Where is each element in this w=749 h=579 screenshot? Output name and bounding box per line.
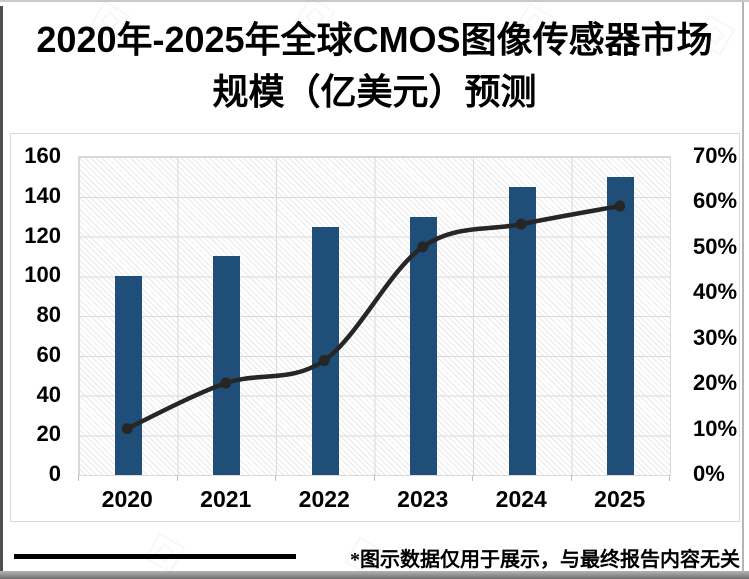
disclaimer-text: *图示数据仅用于展示，与最终报告内容无关 bbox=[350, 549, 740, 571]
chart-title: 2020年-2025年全球CMOS图像传感器市场 规模（亿美元）预测 bbox=[0, 14, 749, 118]
frame-edge-left bbox=[0, 6, 3, 572]
left-axis-tick-20: 20 bbox=[36, 421, 61, 447]
right-axis-tick-70%: 70% bbox=[693, 143, 738, 168]
x-axis-label-2022: 2022 bbox=[298, 486, 350, 512]
data-point-marker-2023 bbox=[417, 241, 429, 253]
x-axis-tick-mark bbox=[472, 475, 473, 481]
x-axis-tick-mark bbox=[373, 475, 375, 481]
data-point-marker-2025 bbox=[614, 200, 626, 212]
right-axis-tick-40%: 40% bbox=[693, 279, 738, 305]
left-axis-tick-160: 160 bbox=[24, 143, 61, 168]
left-axis-tick-60: 60 bbox=[36, 341, 61, 367]
frame-edge-bottom bbox=[0, 571, 749, 579]
bar-2024 bbox=[508, 186, 536, 475]
x-axis-tick-mark bbox=[570, 475, 572, 481]
right-axis-tick-30%: 30% bbox=[693, 324, 738, 350]
right-axis-tick-60%: 60% bbox=[693, 188, 738, 214]
left-axis-tick-0: 0 bbox=[48, 461, 61, 486]
right-axis-tick-20%: 20% bbox=[693, 370, 738, 396]
right-axis-tick-10%: 10% bbox=[693, 415, 738, 441]
x-axis-label-2021: 2021 bbox=[200, 486, 252, 512]
trend-line-layer bbox=[121, 200, 626, 435]
watermark bbox=[144, 532, 186, 574]
bar-2023 bbox=[410, 216, 438, 475]
bar-2025 bbox=[607, 176, 635, 475]
chart-area: 0 20 40 60 80 100 120 140 160 0% 10% 20% 30% 40% 50% 60… bbox=[10, 133, 740, 522]
right-axis-tick-0%: 0% bbox=[693, 461, 725, 486]
data-point-marker-2021 bbox=[220, 377, 232, 389]
x-axis-label-2020: 2020 bbox=[101, 486, 153, 512]
frame-edge-right bbox=[742, 2, 744, 571]
chart-title-line1: 2020年-2025年全球CMOS图像传感器市场 bbox=[36, 19, 713, 60]
x-axis-label-2025: 2025 bbox=[594, 486, 646, 512]
left-axis-tick-80: 80 bbox=[36, 302, 61, 327]
bar-2020 bbox=[114, 276, 142, 475]
x-axis-tick-mark bbox=[275, 475, 276, 481]
left-axis-tick-140: 140 bbox=[24, 182, 61, 208]
data-point-marker-2022 bbox=[318, 354, 330, 366]
x-axis-tick-mark bbox=[669, 475, 670, 481]
chart-title-line2: 规模（亿美元）预测 bbox=[212, 71, 537, 112]
data-point-marker-2024 bbox=[515, 218, 527, 230]
right-axis-tick-50%: 50% bbox=[693, 233, 738, 259]
x-axis-tick-mark bbox=[78, 475, 79, 481]
plot-area bbox=[78, 156, 671, 476]
frame-edge-top bbox=[0, 0, 749, 2]
left-axis-tick-120: 120 bbox=[24, 222, 61, 248]
bar-2021 bbox=[213, 256, 241, 475]
trend-line bbox=[125, 203, 622, 431]
footer-divider-line bbox=[14, 554, 296, 559]
x-axis-label-2023: 2023 bbox=[397, 486, 449, 512]
data-point-marker-2020 bbox=[121, 423, 133, 435]
left-axis-tick-100: 100 bbox=[24, 262, 61, 288]
x-axis-label-2024: 2024 bbox=[495, 486, 547, 512]
left-axis-tick-40: 40 bbox=[36, 381, 61, 407]
x-axis-tick-mark bbox=[176, 475, 178, 481]
